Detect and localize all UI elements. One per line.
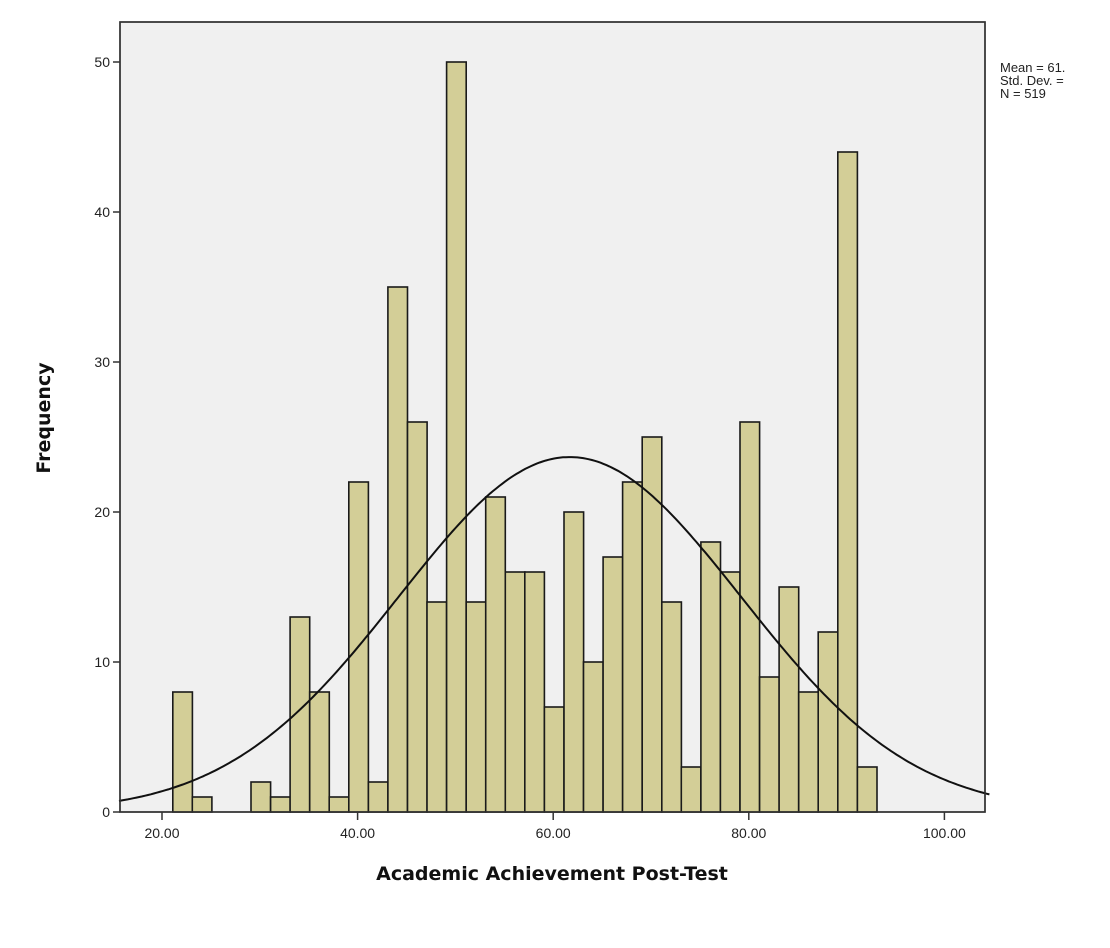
histogram-bar (700, 541, 722, 813)
x-tick-label: 40.00 (340, 825, 375, 841)
histogram-bar (856, 766, 878, 813)
histogram-bar (719, 571, 741, 813)
histogram-bar (778, 586, 800, 813)
y-tick-label: 20 (94, 504, 110, 520)
histogram-bar (406, 421, 428, 813)
histogram-bar (172, 691, 194, 813)
histogram-bar (660, 601, 683, 813)
histogram-bar (836, 151, 859, 813)
histogram-bar (269, 796, 292, 813)
histogram-bar (308, 691, 331, 813)
normal-curve (118, 456, 990, 802)
x-axis-title: Academic Achievement Post-Test (376, 863, 728, 885)
histogram-bar (582, 661, 604, 813)
histogram-bar (465, 601, 487, 813)
histogram-bar (426, 601, 448, 813)
histogram-bar (250, 781, 272, 813)
histogram-bar (543, 706, 565, 813)
histogram-bar (504, 571, 526, 813)
x-tick-label: 60.00 (536, 825, 571, 841)
y-tick-label: 0 (102, 804, 110, 820)
histogram-bar (641, 436, 663, 813)
histogram-bar (797, 691, 820, 813)
y-tick-label: 40 (94, 204, 110, 220)
histogram-bars (172, 61, 878, 813)
x-axis: 20.00 40.00 60.00 80.00 100.00 (144, 812, 966, 841)
histogram-bar (602, 556, 624, 813)
histogram-bar (680, 766, 702, 813)
histogram-bar (367, 781, 389, 813)
histogram-bar (484, 496, 507, 813)
y-tick-label: 50 (94, 54, 110, 70)
histogram-bar (758, 676, 780, 813)
histogram-bar (387, 286, 409, 813)
legend-mean: Mean = 61. (1000, 60, 1066, 75)
y-axis-title: Frequency (33, 362, 55, 474)
legend-std-dev: Std. Dev. = (1000, 73, 1064, 88)
y-axis: 0 10 20 30 40 50 (94, 54, 120, 820)
histogram-bar (621, 481, 643, 813)
histogram-bar (445, 61, 468, 813)
legend-n: N = 519 (1000, 86, 1046, 101)
histogram-bar (191, 796, 213, 813)
x-tick-label: 20.00 (144, 825, 179, 841)
histogram-bar (563, 511, 585, 813)
histogram-bar (523, 571, 546, 813)
histogram-bar (289, 616, 311, 813)
x-tick-label: 100.00 (923, 825, 966, 841)
y-tick-label: 30 (94, 354, 110, 370)
histogram-bar (817, 631, 839, 813)
y-tick-label: 10 (94, 654, 110, 670)
histogram-bar (328, 796, 350, 813)
x-tick-label: 80.00 (731, 825, 766, 841)
